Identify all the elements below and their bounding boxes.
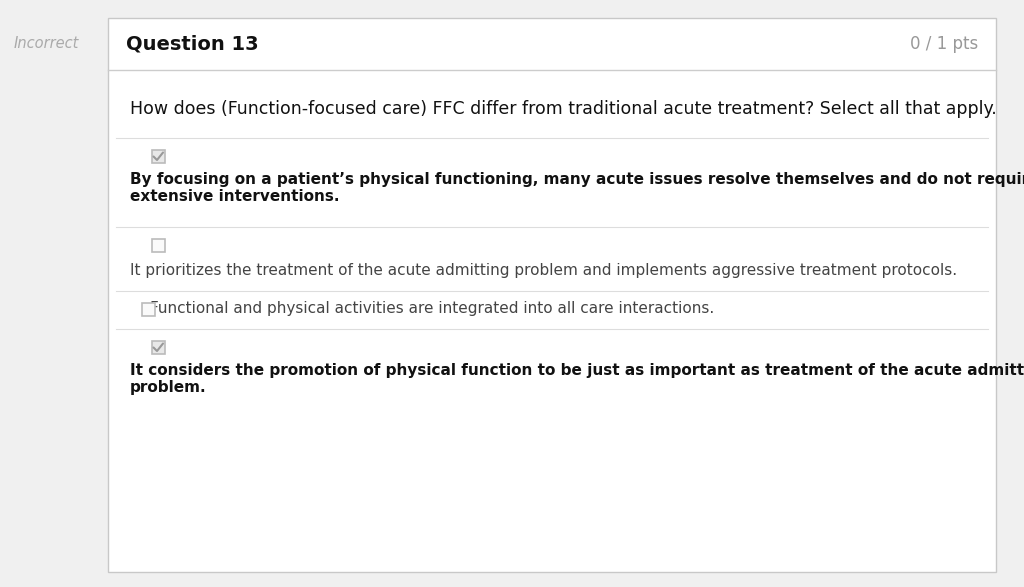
Text: How does (Function-focused care) FFC differ from traditional acute treatment? Se: How does (Function-focused care) FFC dif…: [130, 100, 996, 118]
Text: 0 / 1 pts: 0 / 1 pts: [909, 35, 978, 53]
Bar: [152, 150, 165, 163]
Text: By focusing on a patient’s physical functioning, many acute issues resolve thems: By focusing on a patient’s physical func…: [130, 172, 1024, 187]
Text: extensive interventions.: extensive interventions.: [130, 189, 340, 204]
Text: It prioritizes the treatment of the acute admitting problem and implements aggre: It prioritizes the treatment of the acut…: [130, 263, 957, 278]
Text: Functional and physical activities are integrated into all care interactions.: Functional and physical activities are i…: [150, 302, 715, 316]
Bar: [152, 340, 165, 353]
Text: Incorrect: Incorrect: [14, 36, 80, 52]
Text: problem.: problem.: [130, 380, 207, 395]
Text: Question 13: Question 13: [126, 35, 259, 53]
Bar: [141, 302, 155, 315]
Bar: [152, 238, 165, 251]
Text: It considers the promotion of physical function to be just as important as treat: It considers the promotion of physical f…: [130, 363, 1024, 378]
Bar: [108, 18, 996, 572]
